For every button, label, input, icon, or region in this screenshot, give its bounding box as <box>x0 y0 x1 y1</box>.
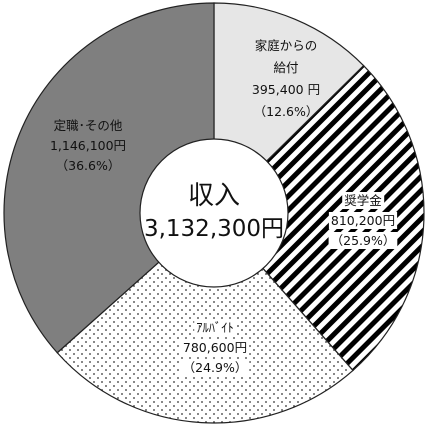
slice-fulltime-other <box>3 2 215 354</box>
center-title: 収入 <box>188 181 240 211</box>
slice-value: 1,146,100円 <box>50 138 126 153</box>
slice-label-scholarship: 奨学金 810,200円 （25.9%） <box>328 192 398 249</box>
slice-value: 810,200円 <box>331 213 395 228</box>
slice-label-background <box>180 339 250 356</box>
slice-part-time <box>56 212 354 424</box>
slice-scholarship <box>213 64 425 372</box>
slice-percent: （25.9%） <box>331 233 396 248</box>
center-total: 3,132,300円 <box>144 216 284 242</box>
donut-hole <box>139 138 289 288</box>
slice-name: ｱﾙﾊﾞｲﾄ <box>196 320 234 335</box>
slice-name: 定職･その他 <box>54 118 123 133</box>
slice-value: 395,400 円 <box>252 82 320 97</box>
slice-label-part-time: ｱﾙﾊﾞｲﾄ 780,600円 （24.9%） <box>180 319 250 376</box>
slice-label-background <box>194 319 236 336</box>
slice-name: 給付 <box>273 60 298 75</box>
slice-percent: （36.6%） <box>56 158 121 173</box>
slice-label-fulltime-other: 定職･その他 1,146,100円 （36.6%） <box>50 118 126 173</box>
slice-label-background <box>342 192 385 209</box>
slice-label-background <box>180 359 250 376</box>
slice-name: 奨学金 <box>344 193 382 208</box>
slice-value: 780,600円 <box>183 340 247 355</box>
slice-label-background <box>328 212 398 229</box>
slice-name: 家庭からの <box>255 38 318 53</box>
slice-percent: （12.6%） <box>254 104 319 119</box>
slice-label-background <box>328 232 398 249</box>
slice-percent: （24.9%） <box>183 360 248 375</box>
